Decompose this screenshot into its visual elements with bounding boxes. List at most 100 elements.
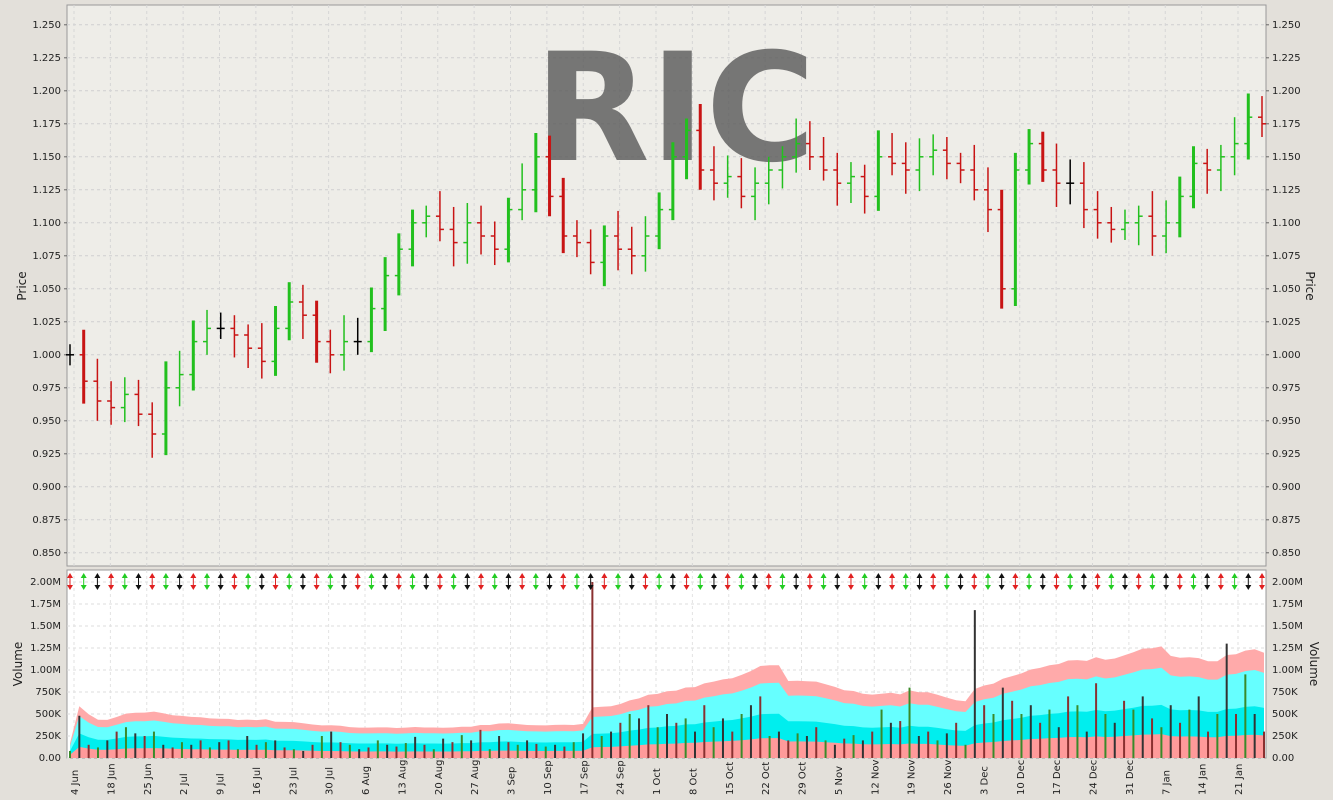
signal-up-marker [957, 573, 964, 578]
x-tick-label: 10 Dec [1016, 760, 1027, 795]
signal-down-marker [943, 585, 950, 590]
signal-up-marker [1135, 573, 1142, 578]
signal-up-marker [231, 573, 238, 578]
signal-up-marker [1094, 573, 1101, 578]
signal-up-marker [108, 573, 115, 578]
signal-down-marker [80, 585, 87, 590]
price-ytick-label: 1.075 [1272, 251, 1301, 262]
x-tick-label: 12 Nov [870, 759, 881, 795]
x-tick-label: 24 Sep [616, 760, 627, 795]
volume-ytick-label: 1.75M [1272, 599, 1303, 610]
price-yticks-left: 0.850 0.875 0.900 0.925 0.950 0.975 1.000 1.025… [32, 20, 67, 559]
signal-down-marker [573, 585, 580, 590]
signal-down-marker [464, 585, 471, 590]
signal-down-marker [272, 585, 279, 590]
signal-up-marker [299, 573, 306, 578]
signal-down-marker [505, 585, 512, 590]
signal-up-marker [1149, 573, 1156, 578]
signal-up-marker [1176, 573, 1183, 578]
x-tick-label: 29 Oct [798, 762, 809, 795]
price-ytick-label: 1.175 [32, 119, 61, 130]
volume-ytick-label: 1.00M [30, 665, 61, 676]
signal-up-marker [532, 573, 539, 578]
signal-up-marker [834, 573, 841, 578]
signal-up-marker [121, 573, 128, 578]
price-ytick-label: 1.050 [32, 284, 61, 295]
x-tick-label: 19 Nov [907, 759, 918, 795]
price-ytick-label: 1.000 [1272, 350, 1301, 361]
signal-down-marker [409, 585, 416, 590]
signal-up-marker [149, 573, 156, 578]
signal-down-marker [491, 585, 498, 590]
signal-down-marker [1121, 585, 1128, 590]
signal-down-marker [820, 585, 827, 590]
price-ytick-label: 0.975 [1272, 383, 1301, 394]
price-ytick-label: 1.100 [32, 218, 61, 229]
price-ytick-label: 1.225 [1272, 53, 1301, 64]
signal-up-marker [1204, 573, 1211, 578]
signal-down-marker [834, 585, 841, 590]
signal-up-marker [697, 573, 704, 578]
signal-down-marker [190, 585, 197, 590]
signal-up-marker [998, 573, 1005, 578]
signal-up-marker [286, 573, 293, 578]
signal-up-marker [313, 573, 320, 578]
price-ytick-label: 1.000 [32, 350, 61, 361]
price-ytick-label: 1.025 [1272, 317, 1301, 328]
signal-down-marker [546, 585, 553, 590]
signal-down-marker [532, 585, 539, 590]
signal-up-marker [67, 573, 73, 578]
volume-axis-label-left: Volume [11, 642, 25, 687]
signal-down-marker [1108, 585, 1115, 590]
signal-up-marker [752, 573, 759, 578]
x-tick-label: 27 Aug [470, 760, 481, 795]
signal-up-marker [176, 573, 183, 578]
x-tick-label: 5 Nov [834, 766, 845, 795]
x-tick-label: 14 Jan [1198, 764, 1209, 795]
signal-down-marker [108, 585, 115, 590]
signal-up-marker [779, 573, 786, 578]
signal-up-marker [162, 573, 169, 578]
signal-down-marker [806, 585, 813, 590]
x-tick-label: 17 Sep [579, 760, 590, 795]
signal-down-marker [738, 585, 745, 590]
signal-down-marker [258, 585, 265, 590]
price-ytick-label: 1.025 [32, 317, 61, 328]
signal-up-marker [395, 573, 402, 578]
signal-down-marker [628, 585, 635, 590]
signal-up-marker [1108, 573, 1115, 578]
signal-up-marker [683, 573, 690, 578]
signal-down-marker [930, 585, 937, 590]
signal-down-marker [902, 585, 909, 590]
signal-up-marker [601, 573, 608, 578]
x-tick-label: 15 Oct [725, 762, 736, 795]
signal-down-marker [135, 585, 142, 590]
x-tick-label: 2 Jul [179, 773, 190, 795]
signal-down-marker [478, 585, 485, 590]
signal-up-marker [738, 573, 745, 578]
signal-up-marker [135, 573, 142, 578]
signal-down-marker [217, 585, 224, 590]
signal-up-marker [573, 573, 580, 578]
signal-up-marker [1259, 573, 1265, 578]
price-ytick-label: 1.150 [1272, 152, 1301, 163]
volume-ytick-label: 0.00 [1272, 753, 1294, 764]
signal-up-marker [820, 573, 827, 578]
x-axis-ticks: 4 Jun 18 Jun 25 Jun 2 Jul 9 Jul 16 Jul 23 Jul 3… [70, 759, 1245, 795]
signal-up-marker [889, 573, 896, 578]
signal-up-marker [628, 573, 635, 578]
signal-down-marker [779, 585, 786, 590]
signal-down-marker [286, 585, 293, 590]
signal-up-marker [354, 573, 361, 578]
price-ytick-label: 1.175 [1272, 119, 1301, 130]
x-tick-label: 4 Jun [70, 770, 81, 795]
price-ytick-label: 0.950 [32, 416, 61, 427]
volume-ytick-label: 1.50M [30, 621, 61, 632]
signal-up-marker [258, 573, 265, 578]
signal-down-marker [162, 585, 169, 590]
signal-down-marker [1094, 585, 1101, 590]
signal-up-marker [94, 573, 101, 578]
price-ytick-label: 0.975 [32, 383, 61, 394]
signal-up-marker [245, 573, 252, 578]
x-tick-label: 22 Oct [761, 762, 772, 795]
